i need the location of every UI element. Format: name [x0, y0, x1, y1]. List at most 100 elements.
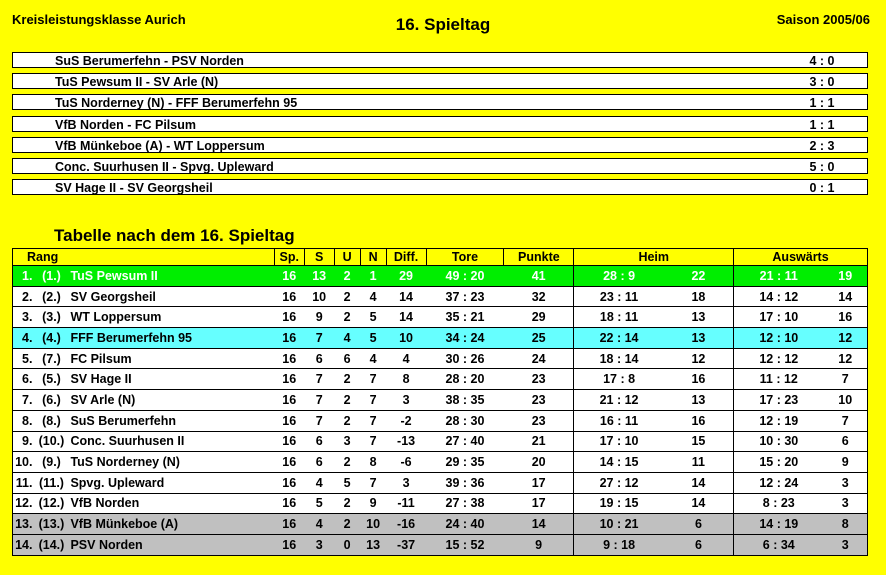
cell-sp: 16 [274, 493, 305, 515]
match-teams: SuS Berumerfehn - PSV Norden [55, 54, 244, 68]
match-row: Conc. Suurhusen II - Spvg. Upleward 5 : 0 [12, 157, 868, 174]
cell-punkte: 17 [503, 472, 574, 494]
cell-diff: 3 [386, 389, 427, 411]
cell-tore: 49 : 20 [426, 265, 504, 287]
cell-diff: 4 [386, 348, 427, 370]
cell-punkte: 9 [503, 534, 574, 556]
cell-heim-tore: 17 : 8 [573, 368, 664, 391]
match-row: VfB Norden - FC Pilsum 1 : 1 [12, 115, 868, 132]
cell-tore: 28 : 20 [426, 368, 504, 391]
table-title: Tabelle nach dem 16. Spieltag [54, 226, 295, 245]
table-row: 5. (7.) FC Pilsum 16 6 6 4 4 30 : 26 24 18 : 14 12 1… [12, 348, 869, 370]
table-row: 3. (3.) WT Loppersum 16 9 2 5 14 35 : 21 29 18 : 1… [12, 306, 869, 329]
cell-punkte: 23 [503, 410, 574, 432]
cell-rank: 4. [12, 327, 33, 349]
cell-heim-punkte: 22 [663, 265, 734, 287]
cell-punkte: 24 [503, 348, 574, 370]
cell-tore: 34 : 24 [426, 327, 504, 349]
cell-team: TuS Norderney (N) [70, 451, 275, 473]
cell-heim-punkte: 13 [663, 389, 734, 411]
cell-rank: 6. [12, 368, 33, 391]
cell-u: 2 [334, 286, 361, 308]
cell-u: 2 [334, 451, 361, 473]
cell-punkte: 23 [503, 368, 574, 391]
cell-rank: 12. [12, 493, 33, 515]
table-row: 6. (5.) SV Hage II 16 7 2 7 8 28 : 20 23 17 : 8 16 1… [12, 368, 869, 391]
col-diff: Diff. [385, 248, 427, 266]
table-row: 11. (11.) Spvg. Upleward 16 4 5 7 3 39 : 36 17 27 … [12, 472, 869, 494]
cell-heim-tore: 27 : 12 [573, 472, 664, 494]
cell-team: WT Loppersum [70, 306, 275, 329]
cell-heim-tore: 9 : 18 [573, 534, 664, 556]
col-punkte: Punkte [503, 248, 575, 266]
cell-u: 2 [334, 410, 361, 432]
col-auswaerts: Auswärts [733, 248, 868, 266]
cell-ausw-punkte: 14 [823, 286, 869, 308]
cell-tore: 35 : 21 [426, 306, 504, 329]
cell-heim-tore: 18 : 11 [573, 306, 664, 329]
cell-team: VfB Münkeboe (A) [70, 513, 275, 535]
cell-heim-tore: 14 : 15 [573, 451, 664, 473]
cell-n: 1 [360, 265, 387, 287]
cell-ausw-tore: 12 : 10 [733, 327, 824, 349]
cell-heim-tore: 28 : 9 [573, 265, 664, 287]
cell-s: 6 [304, 431, 335, 453]
cell-prev-rank: (10.) [32, 431, 71, 453]
match-row: SuS Berumerfehn - PSV Norden 4 : 0 [12, 52, 868, 68]
cell-n: 7 [360, 431, 387, 453]
match-score: 2 : 3 [809, 138, 835, 153]
cell-diff: -13 [386, 431, 427, 453]
cell-ausw-punkte: 3 [823, 534, 869, 556]
cell-diff: 14 [386, 286, 427, 308]
cell-heim-tore: 18 : 14 [573, 348, 664, 370]
table-row: 7. (6.) SV Arle (N) 16 7 2 7 3 38 : 35 23 21 : 12 1… [12, 389, 869, 411]
cell-diff: -11 [386, 493, 427, 515]
cell-sp: 16 [274, 327, 305, 349]
cell-s: 9 [304, 306, 335, 329]
cell-ausw-punkte: 12 [823, 348, 869, 370]
cell-heim-punkte: 15 [663, 431, 734, 453]
cell-prev-rank: (14.) [32, 534, 71, 556]
cell-heim-tore: 22 : 14 [573, 327, 664, 349]
cell-heim-punkte: 6 [663, 513, 734, 535]
cell-s: 10 [304, 286, 335, 308]
cell-team: SV Georgsheil [70, 286, 275, 308]
cell-heim-punkte: 13 [663, 327, 734, 349]
league-name: Kreisleistungsklasse Aurich [12, 12, 186, 27]
cell-s: 7 [304, 410, 335, 432]
table-row: 10. (9.) TuS Norderney (N) 16 6 2 8 -6 29 : 35 20… [12, 451, 869, 473]
season-label: Saison 2005/06 [776, 12, 870, 27]
cell-rank: 5. [12, 348, 33, 370]
cell-rank: 14. [12, 534, 33, 556]
cell-u: 2 [334, 389, 361, 411]
match-teams: VfB Norden - FC Pilsum [55, 117, 196, 132]
cell-ausw-tore: 12 : 24 [733, 472, 824, 494]
cell-punkte: 32 [503, 286, 574, 308]
cell-u: 0 [334, 534, 361, 556]
table-row: 9. (10.) Conc. Suurhusen II 16 6 3 7 -13 27 : 40… [12, 431, 869, 453]
cell-rank: 3. [12, 306, 33, 329]
cell-sp: 16 [274, 286, 305, 308]
cell-team: SuS Berumerfehn [70, 410, 275, 432]
cell-punkte: 41 [503, 265, 574, 287]
cell-heim-tore: 10 : 21 [573, 513, 664, 535]
cell-diff: 29 [386, 265, 427, 287]
cell-diff: 14 [386, 306, 427, 329]
table-row: 8. (8.) SuS Berumerfehn 16 7 2 7 -2 28 : 30 23 16 … [12, 410, 869, 432]
cell-sp: 16 [274, 348, 305, 370]
cell-ausw-tore: 10 : 30 [733, 431, 824, 453]
cell-diff: 3 [386, 472, 427, 494]
cell-heim-punkte: 16 [663, 410, 734, 432]
cell-heim-tore: 23 : 11 [573, 286, 664, 308]
cell-diff: 8 [386, 368, 427, 391]
cell-s: 7 [304, 389, 335, 411]
cell-team: Conc. Suurhusen II [70, 431, 275, 453]
cell-sp: 16 [274, 410, 305, 432]
cell-ausw-tore: 12 : 19 [733, 410, 824, 432]
cell-tore: 28 : 30 [426, 410, 504, 432]
cell-s: 7 [304, 327, 335, 349]
cell-ausw-tore: 17 : 23 [733, 389, 824, 411]
cell-tore: 27 : 40 [426, 431, 504, 453]
cell-team: PSV Norden [70, 534, 275, 556]
cell-ausw-punkte: 12 [823, 327, 869, 349]
